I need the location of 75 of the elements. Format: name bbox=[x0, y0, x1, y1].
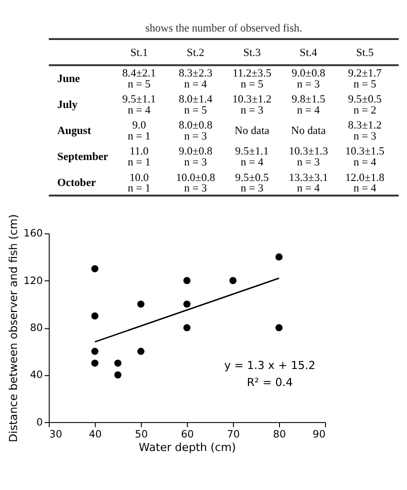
x-axis-title: Water depth (cm) bbox=[138, 441, 236, 454]
text: 12.0±1.8 bbox=[345, 172, 384, 184]
text: 8.0±0.8 bbox=[178, 120, 212, 132]
text: n = 4 bbox=[353, 182, 376, 195]
text: 8.4±2.1 bbox=[122, 67, 156, 80]
text: n = 3 bbox=[240, 182, 264, 195]
x-tick-label: 70 bbox=[226, 429, 240, 440]
category-label: St.2 bbox=[186, 46, 204, 59]
category-label: October bbox=[57, 177, 96, 190]
text: 9.0 bbox=[132, 120, 146, 132]
text: n = 3 bbox=[353, 130, 376, 143]
y-tick-label: 0 bbox=[36, 417, 43, 428]
y-tick-label: 120 bbox=[24, 276, 43, 287]
y-axis-title: Distance between observer and fish (cm) bbox=[7, 214, 20, 442]
text: 10.3±1.3 bbox=[288, 146, 328, 158]
text: n = 3 bbox=[184, 182, 207, 195]
text: 11.0 bbox=[130, 146, 149, 158]
text: n = 3 bbox=[184, 156, 207, 169]
text: 10.0 bbox=[129, 172, 149, 184]
text: No data bbox=[291, 125, 326, 138]
text: 9.0±0.8 bbox=[292, 67, 326, 80]
text: n = 4 bbox=[297, 182, 320, 195]
text: 10.0±0.8 bbox=[176, 172, 216, 184]
text: n = 3 bbox=[297, 156, 320, 169]
text: 9.0±0.8 bbox=[178, 146, 212, 158]
text: n = 3 bbox=[297, 78, 320, 90]
annotation: R² = 0.4 bbox=[246, 376, 293, 389]
category-label: August bbox=[57, 125, 91, 138]
text: n = 1 bbox=[128, 156, 150, 169]
text: n = 4 bbox=[240, 156, 264, 169]
x-tick-label: 30 bbox=[49, 429, 62, 440]
category-label: September bbox=[57, 151, 108, 164]
text: n = 1 bbox=[128, 182, 150, 195]
text: n = 5 bbox=[184, 104, 207, 116]
text: n = 4 bbox=[128, 104, 150, 116]
x-tick-label: 40 bbox=[88, 429, 102, 440]
text: 10.3±1.2 bbox=[232, 93, 272, 106]
text: shows the number of observed fish. bbox=[145, 22, 302, 35]
category-label: St.5 bbox=[356, 46, 374, 59]
category-label: June bbox=[57, 72, 80, 85]
x-tick-label: 80 bbox=[273, 429, 286, 440]
text: No data bbox=[234, 125, 270, 138]
text: n = 2 bbox=[353, 104, 376, 116]
text: 9.2±1.7 bbox=[348, 67, 382, 80]
text: 13.3±3.1 bbox=[288, 172, 328, 184]
x-tick-label: 60 bbox=[180, 429, 194, 440]
text: 9.8±1.5 bbox=[292, 93, 326, 106]
text: n = 4 bbox=[353, 156, 376, 169]
annotation: y = 1.3 x + 15.2 bbox=[224, 359, 316, 372]
y-tick-label: 40 bbox=[30, 370, 43, 382]
text: 9.5±1.1 bbox=[122, 93, 156, 106]
category-label: St.3 bbox=[243, 46, 262, 59]
text: n = 4 bbox=[297, 104, 320, 116]
text: n = 5 bbox=[128, 78, 150, 90]
text: 10.3±1.5 bbox=[345, 146, 384, 158]
text: n = 1 bbox=[128, 130, 150, 143]
text: n = 3 bbox=[184, 130, 207, 143]
x-tick-label: 90 bbox=[312, 429, 326, 440]
text: n = 5 bbox=[240, 78, 264, 90]
text: 9.5±0.5 bbox=[235, 172, 269, 184]
text: 9.5±0.5 bbox=[348, 93, 382, 106]
category-label: St.4 bbox=[300, 46, 318, 59]
text: 9.5±1.1 bbox=[235, 146, 269, 158]
x-tick-label: 50 bbox=[134, 429, 148, 440]
text: n = 3 bbox=[240, 104, 264, 116]
text: 8.3±1.2 bbox=[348, 120, 382, 132]
text: n = 4 bbox=[184, 78, 207, 90]
text: 8.0±1.4 bbox=[178, 93, 212, 106]
category-label: July bbox=[57, 98, 78, 111]
category-label: St.1 bbox=[130, 46, 148, 59]
y-tick-label: 80 bbox=[30, 322, 43, 334]
y-tick-label: 160 bbox=[24, 228, 43, 240]
text: 11.2±3.5 bbox=[232, 67, 272, 80]
text: n = 5 bbox=[353, 78, 376, 90]
text: 8.3±2.3 bbox=[178, 67, 212, 80]
